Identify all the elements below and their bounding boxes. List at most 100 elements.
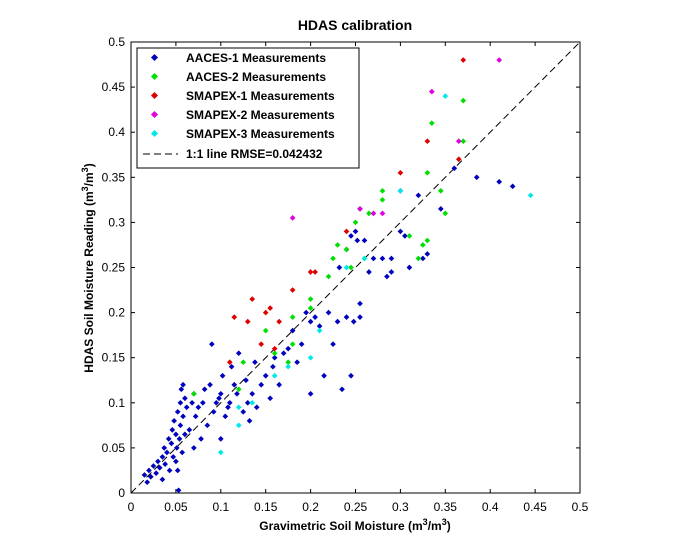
point-aaces1: [402, 233, 408, 239]
point-aaces1: [285, 345, 291, 352]
x-tick-label: 0.1: [212, 500, 229, 514]
point-aaces1: [388, 269, 395, 275]
point-aaces1: [173, 431, 179, 438]
point-aaces2: [415, 255, 422, 262]
legend-label-smapex3: SMAPEX-3 Measurements: [186, 127, 335, 141]
legend: AACES-1 Measurements AACES-2 Measurement…: [136, 47, 360, 169]
legend-marker-smapex1: [150, 91, 159, 100]
x-tick-label: 0.35: [434, 500, 458, 514]
point-aaces1: [420, 255, 426, 262]
point-aaces2: [379, 188, 386, 194]
point-aaces1: [252, 359, 258, 366]
point-aaces1: [201, 386, 208, 393]
legend-marker-aaces1: [150, 53, 159, 62]
legend-marker-smapex2: [150, 110, 159, 119]
legend-marker-smapex3: [150, 129, 159, 138]
legend-marker-aaces2: [150, 72, 159, 81]
point-smapex2: [357, 206, 363, 212]
point-smapex1: [267, 305, 274, 311]
point-aaces1: [424, 251, 431, 257]
y-axis: 0 0.05 0.1 0.15 0.2 0.25 0.3 0.35 0.4 0.45 0.5: [102, 35, 580, 500]
point-aaces1: [357, 314, 363, 320]
point-aaces2: [460, 138, 467, 145]
point-aaces1: [222, 413, 229, 420]
point-smapex3: [343, 264, 350, 271]
point-aaces1: [169, 427, 176, 433]
point-aaces1: [166, 467, 173, 474]
point-aaces1: [219, 372, 226, 379]
point-smapex2: [455, 138, 462, 145]
point-aaces1: [267, 395, 274, 402]
point-aaces1: [168, 440, 175, 447]
point-aaces2: [379, 197, 386, 203]
point-smapex3: [285, 363, 291, 370]
point-aaces1: [249, 390, 256, 397]
point-aaces1: [496, 178, 503, 185]
x-tick-label: 0: [128, 500, 135, 514]
point-aaces1: [156, 464, 163, 471]
point-aaces1: [217, 436, 224, 442]
point-aaces1: [210, 408, 217, 415]
point-aaces1: [397, 228, 404, 235]
legend-label-smapex2: SMAPEX-2 Measurements: [186, 108, 335, 122]
point-aaces1: [271, 354, 278, 361]
point-aaces1: [175, 487, 182, 494]
point-aaces1: [191, 445, 197, 451]
point-smapex3: [316, 327, 323, 334]
point-aaces1: [280, 350, 287, 357]
point-smapex1: [424, 138, 431, 145]
point-aaces1: [270, 363, 276, 370]
point-aaces2: [330, 255, 336, 262]
point-smapex3: [307, 354, 314, 361]
point-smapex3: [235, 422, 242, 429]
point-aaces1: [366, 269, 372, 275]
point-aaces2: [352, 219, 359, 226]
point-aaces1: [354, 237, 361, 244]
point-aaces1: [213, 399, 220, 406]
point-aaces1: [509, 183, 516, 190]
point-aaces1: [225, 404, 231, 411]
point-smapex3: [442, 93, 449, 99]
point-aaces2: [289, 314, 296, 320]
y-axis-label: HDAS Soil Moisture Reading (m3/m3): [80, 163, 96, 372]
point-aaces1: [180, 413, 186, 420]
point-aaces2: [334, 242, 341, 248]
point-smapex2: [379, 210, 386, 217]
point-aaces2: [424, 237, 431, 244]
x-tick-label: 0.45: [523, 500, 547, 514]
point-aaces1: [204, 422, 211, 429]
point-aaces1: [171, 418, 177, 424]
point-aaces1: [235, 350, 242, 357]
point-aaces1: [216, 395, 222, 402]
point-aaces1: [258, 381, 265, 388]
point-aaces1: [174, 467, 181, 474]
point-aaces1: [182, 395, 188, 402]
point-aaces1: [144, 479, 150, 486]
point-aaces1: [406, 264, 413, 271]
x-tick-label: 0.4: [482, 500, 499, 514]
point-smapex3: [271, 372, 278, 379]
x-tick-label: 0.25: [344, 500, 368, 514]
point-aaces1: [361, 237, 368, 244]
point-aaces1: [164, 449, 170, 456]
y-tick-label: 0.15: [102, 351, 126, 365]
legend-box: [136, 47, 360, 169]
y-tick-label: 0.3: [108, 215, 125, 229]
point-aaces2: [460, 97, 467, 104]
legend-label-aaces2: AACES-2 Measurements: [186, 70, 326, 84]
point-aaces1: [336, 264, 343, 271]
point-aaces2: [289, 341, 296, 347]
point-smapex1: [397, 169, 404, 176]
data-points: [141, 57, 534, 494]
point-aaces1: [161, 445, 168, 451]
point-aaces1: [141, 472, 148, 478]
point-aaces1: [384, 273, 390, 280]
point-aaces1: [150, 463, 157, 469]
point-aaces1: [147, 473, 154, 480]
point-aaces2: [366, 210, 372, 217]
point-aaces1: [234, 390, 240, 397]
point-aaces2: [285, 359, 291, 366]
point-aaces2: [262, 327, 269, 334]
point-aaces1: [339, 386, 345, 393]
point-aaces1: [159, 454, 166, 460]
